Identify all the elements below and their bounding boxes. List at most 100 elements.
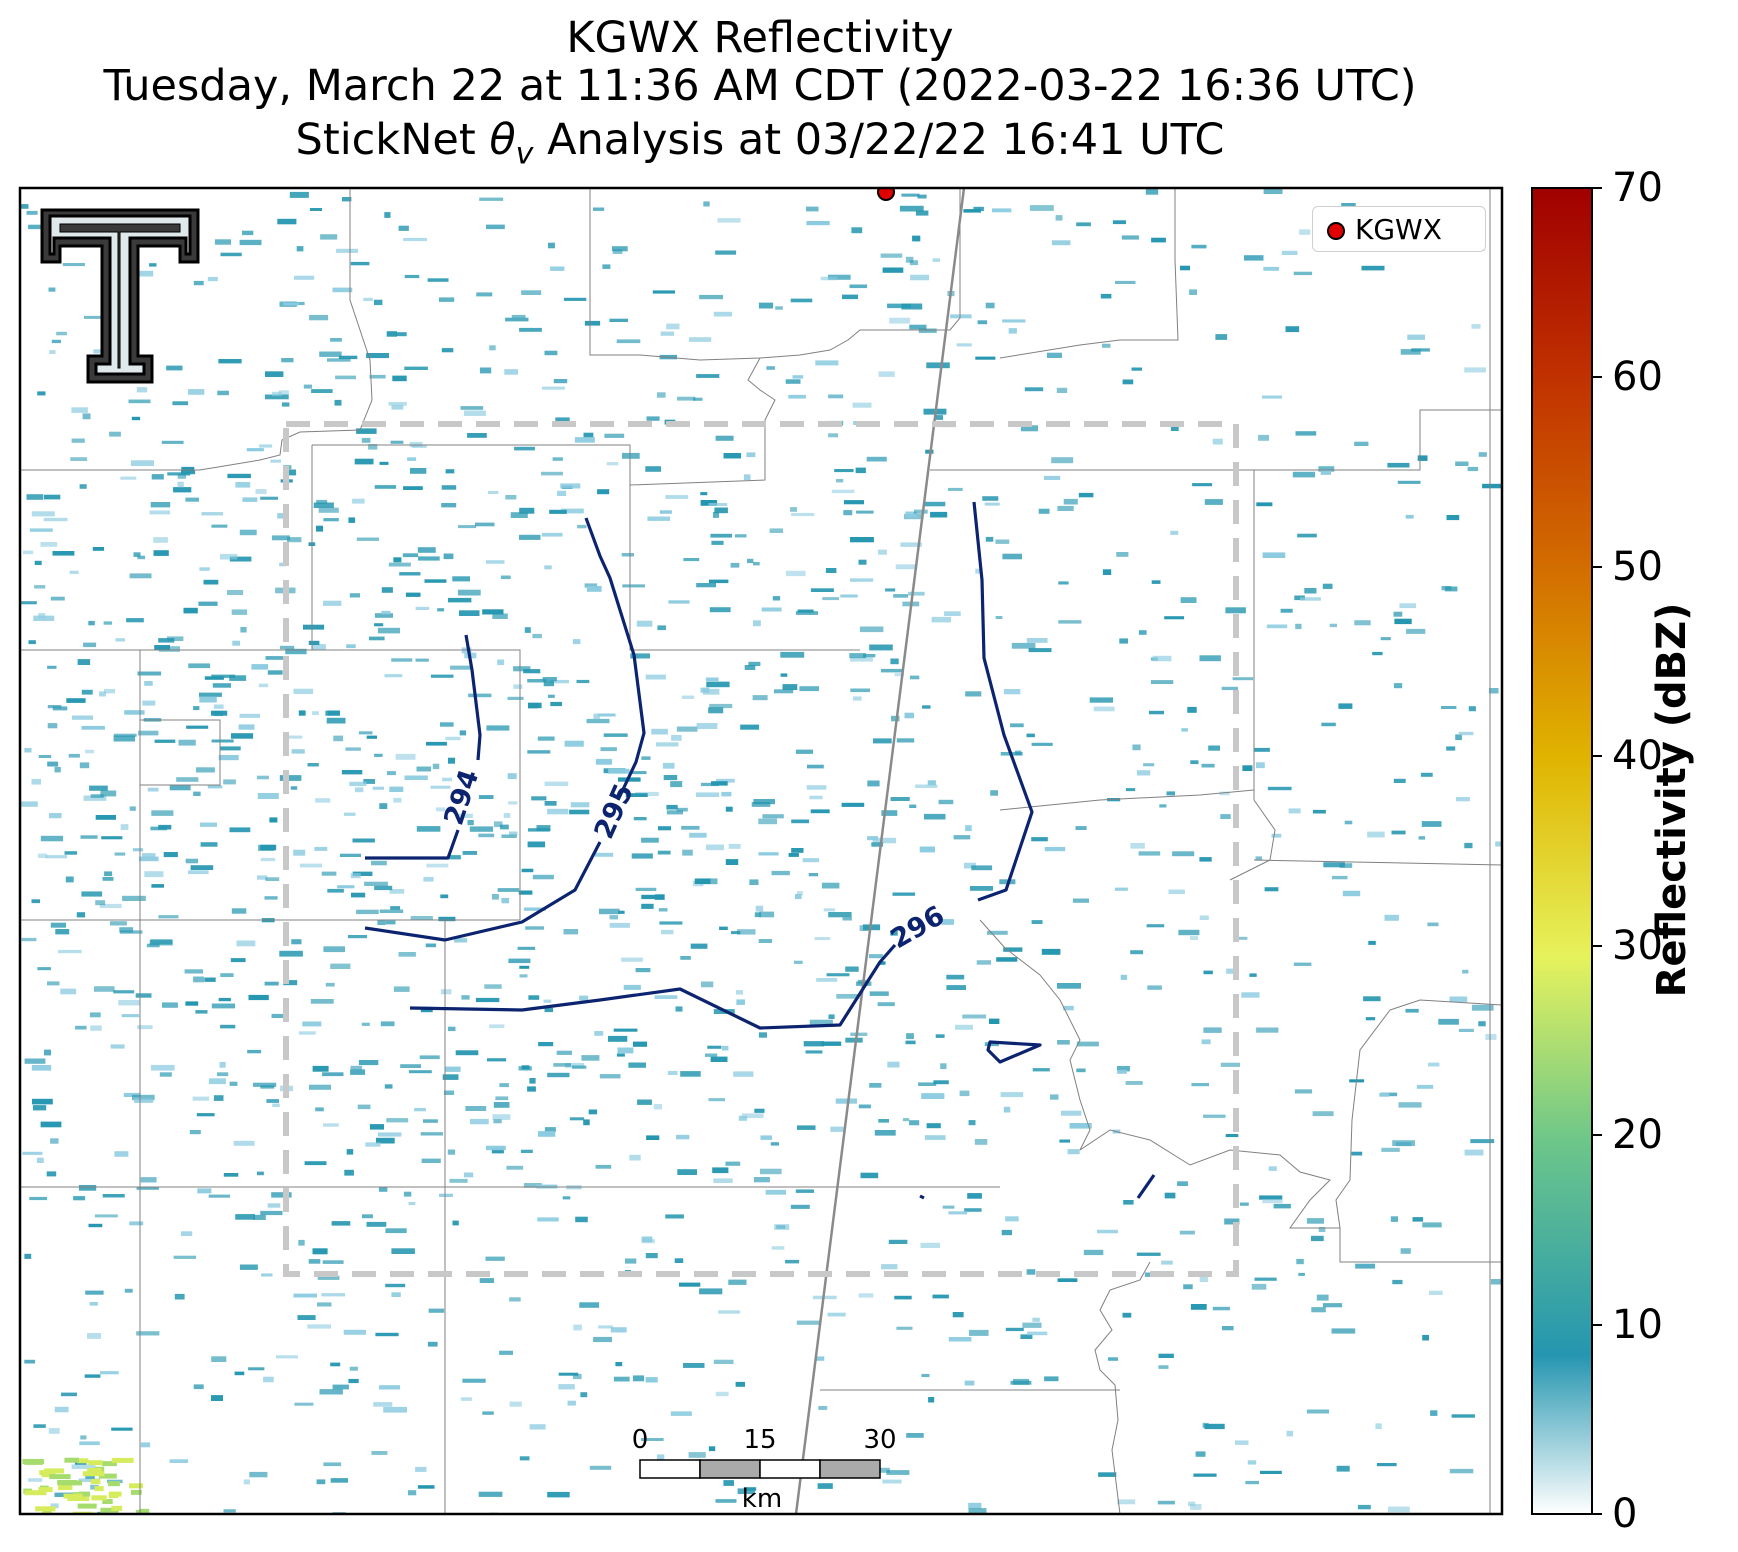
echo-speck	[66, 698, 86, 703]
echo-speck	[683, 558, 700, 562]
echo-speck	[468, 693, 492, 698]
echo-speck	[414, 1108, 426, 1112]
echo-speck	[1488, 688, 1499, 694]
echo-speck-strong	[102, 1499, 113, 1504]
echo-speck	[1441, 586, 1452, 591]
echo-speck	[341, 770, 363, 775]
echo-speck	[1190, 1504, 1202, 1510]
echo-speck	[385, 1283, 406, 1288]
echo-speck	[747, 558, 754, 564]
echo-speck	[312, 644, 326, 650]
echo-speck	[968, 1502, 982, 1509]
echo-speck	[486, 1145, 506, 1151]
echo-speck	[715, 250, 737, 255]
echo-speck	[631, 853, 653, 859]
echo-speck	[330, 963, 351, 969]
echo-speck	[485, 1256, 505, 1261]
echo-speck	[977, 320, 988, 325]
echo-speck	[984, 502, 1000, 506]
echo-speck	[878, 1119, 889, 1123]
echo-speck	[323, 518, 339, 522]
echo-speck	[192, 1096, 210, 1101]
echo-speck	[1416, 1084, 1434, 1089]
echo-speck	[1145, 189, 1159, 195]
echo-speck	[44, 494, 61, 500]
echo-speck	[1256, 1027, 1279, 1033]
echo-speck	[491, 1147, 504, 1154]
echo-speck	[479, 367, 492, 374]
echo-speck	[151, 474, 164, 480]
echo-speck	[693, 397, 703, 401]
echo-speck	[641, 903, 654, 909]
echo-speck	[1368, 940, 1376, 945]
echo-speck	[163, 852, 178, 858]
echo-speck	[682, 849, 693, 856]
echo-speck	[365, 1142, 381, 1147]
echo-speck	[185, 858, 199, 864]
echo-speck-strong	[77, 1458, 89, 1464]
echo-speck	[1339, 863, 1353, 868]
interstate-highway	[794, 188, 966, 1514]
echo-speck	[1351, 1151, 1363, 1156]
echo-speck	[772, 596, 781, 601]
echo-speck	[584, 583, 598, 588]
echo-speck	[195, 1010, 208, 1014]
echo-speck	[1010, 1380, 1032, 1385]
echo-speck-strong	[39, 1470, 56, 1476]
echo-speck	[391, 1292, 401, 1297]
echo-speck	[524, 627, 531, 633]
echo-speck	[1076, 1068, 1086, 1073]
echo-speck	[1057, 1278, 1078, 1282]
echo-speck	[331, 1221, 351, 1226]
echo-speck	[563, 929, 579, 935]
echo-speck	[369, 636, 385, 641]
echo-speck	[1000, 1092, 1024, 1098]
echo-speck	[1354, 441, 1369, 446]
echo-speck	[696, 583, 716, 588]
echo-speck	[1178, 929, 1200, 936]
echo-speck	[373, 1402, 393, 1407]
echo-speck	[946, 974, 965, 980]
echo-speck	[223, 1509, 236, 1513]
echo-speck	[298, 1031, 316, 1035]
echo-speck	[836, 994, 860, 999]
echo-speck	[676, 807, 688, 812]
echo-speck	[1215, 334, 1228, 340]
echo-speck	[1380, 637, 1391, 641]
echo-speck	[635, 968, 651, 973]
echo-speck	[963, 209, 981, 213]
echo-speck	[211, 739, 234, 743]
map-frame	[18, 186, 1504, 1516]
echo-speck	[427, 1341, 438, 1347]
echo-speck	[267, 670, 283, 675]
echo-speck	[95, 900, 106, 906]
echo-speck	[716, 778, 735, 783]
echo-speck	[21, 937, 37, 942]
echo-speck	[385, 920, 396, 925]
echo-speck	[541, 532, 563, 537]
echo-speck	[1125, 788, 1136, 792]
echo-speck	[442, 777, 452, 782]
echo-speck	[323, 946, 345, 953]
echo-speck	[728, 1279, 747, 1285]
echo-speck	[84, 1374, 101, 1378]
echo-speck	[822, 597, 840, 601]
echo-speck	[333, 735, 344, 742]
echo-speck	[89, 1302, 98, 1306]
echo-speck	[573, 1324, 582, 1331]
echo-speck	[47, 665, 57, 669]
echo-speck	[715, 1391, 729, 1397]
echo-speck	[1202, 1422, 1209, 1428]
echo-speck	[762, 814, 784, 819]
echo-speck	[70, 457, 88, 461]
echo-speck	[542, 677, 557, 682]
echo-speck	[247, 1049, 262, 1054]
echo-speck	[1341, 203, 1356, 208]
echo-speck	[212, 683, 231, 688]
echo-speck	[47, 761, 59, 767]
echo-speck	[890, 930, 898, 936]
echo-speck	[34, 560, 42, 565]
echo-speck	[101, 836, 123, 840]
echo-speck	[26, 210, 38, 215]
echo-speck	[1041, 948, 1061, 955]
